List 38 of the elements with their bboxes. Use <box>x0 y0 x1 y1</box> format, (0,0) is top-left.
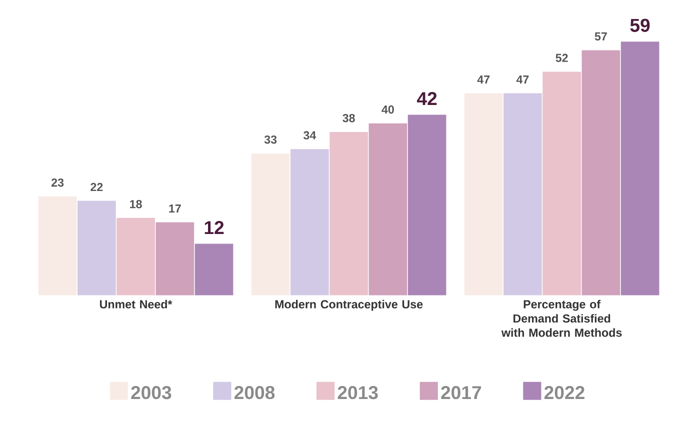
data-label: 38 <box>342 114 355 122</box>
bar <box>330 132 368 296</box>
legend-label: 2013 <box>338 386 378 400</box>
legend-label: 2003 <box>131 386 172 400</box>
data-label: 57 <box>594 32 607 41</box>
data-label: 52 <box>556 54 568 62</box>
legend-label: 2008 <box>234 386 275 400</box>
bar <box>38 196 77 296</box>
data-label: 18 <box>130 200 142 208</box>
legend-label: 2022 <box>544 386 584 400</box>
data-label: 59 <box>630 18 650 32</box>
data-label: 34 <box>303 131 316 140</box>
data-label: 40 <box>382 106 394 114</box>
x-tick-label: Unmet Need* <box>100 300 172 309</box>
legend-label: 2017 <box>441 386 481 400</box>
bar <box>368 123 408 296</box>
bar <box>116 218 155 296</box>
bar <box>582 50 620 296</box>
x-tick-label: Percentage of Demand Satisfied with Modern Methods <box>501 300 622 337</box>
bar <box>408 114 446 296</box>
data-label: 17 <box>169 204 181 213</box>
bar <box>464 93 503 296</box>
data-label: 33 <box>264 136 277 144</box>
data-label: 47 <box>516 76 529 84</box>
data-label: 23 <box>51 178 64 187</box>
bar <box>504 93 542 296</box>
bar <box>290 149 329 296</box>
data-label: 42 <box>416 92 437 106</box>
bar <box>620 42 660 296</box>
data-label: 47 <box>477 76 490 84</box>
data-label: 22 <box>90 183 103 192</box>
bar <box>251 154 290 296</box>
data-label: 12 <box>204 221 224 234</box>
bar <box>156 222 194 296</box>
x-tick-label: Modern Contraceptive Use <box>275 300 423 311</box>
bar <box>542 72 581 296</box>
bar <box>194 244 234 296</box>
bar <box>77 200 116 296</box>
